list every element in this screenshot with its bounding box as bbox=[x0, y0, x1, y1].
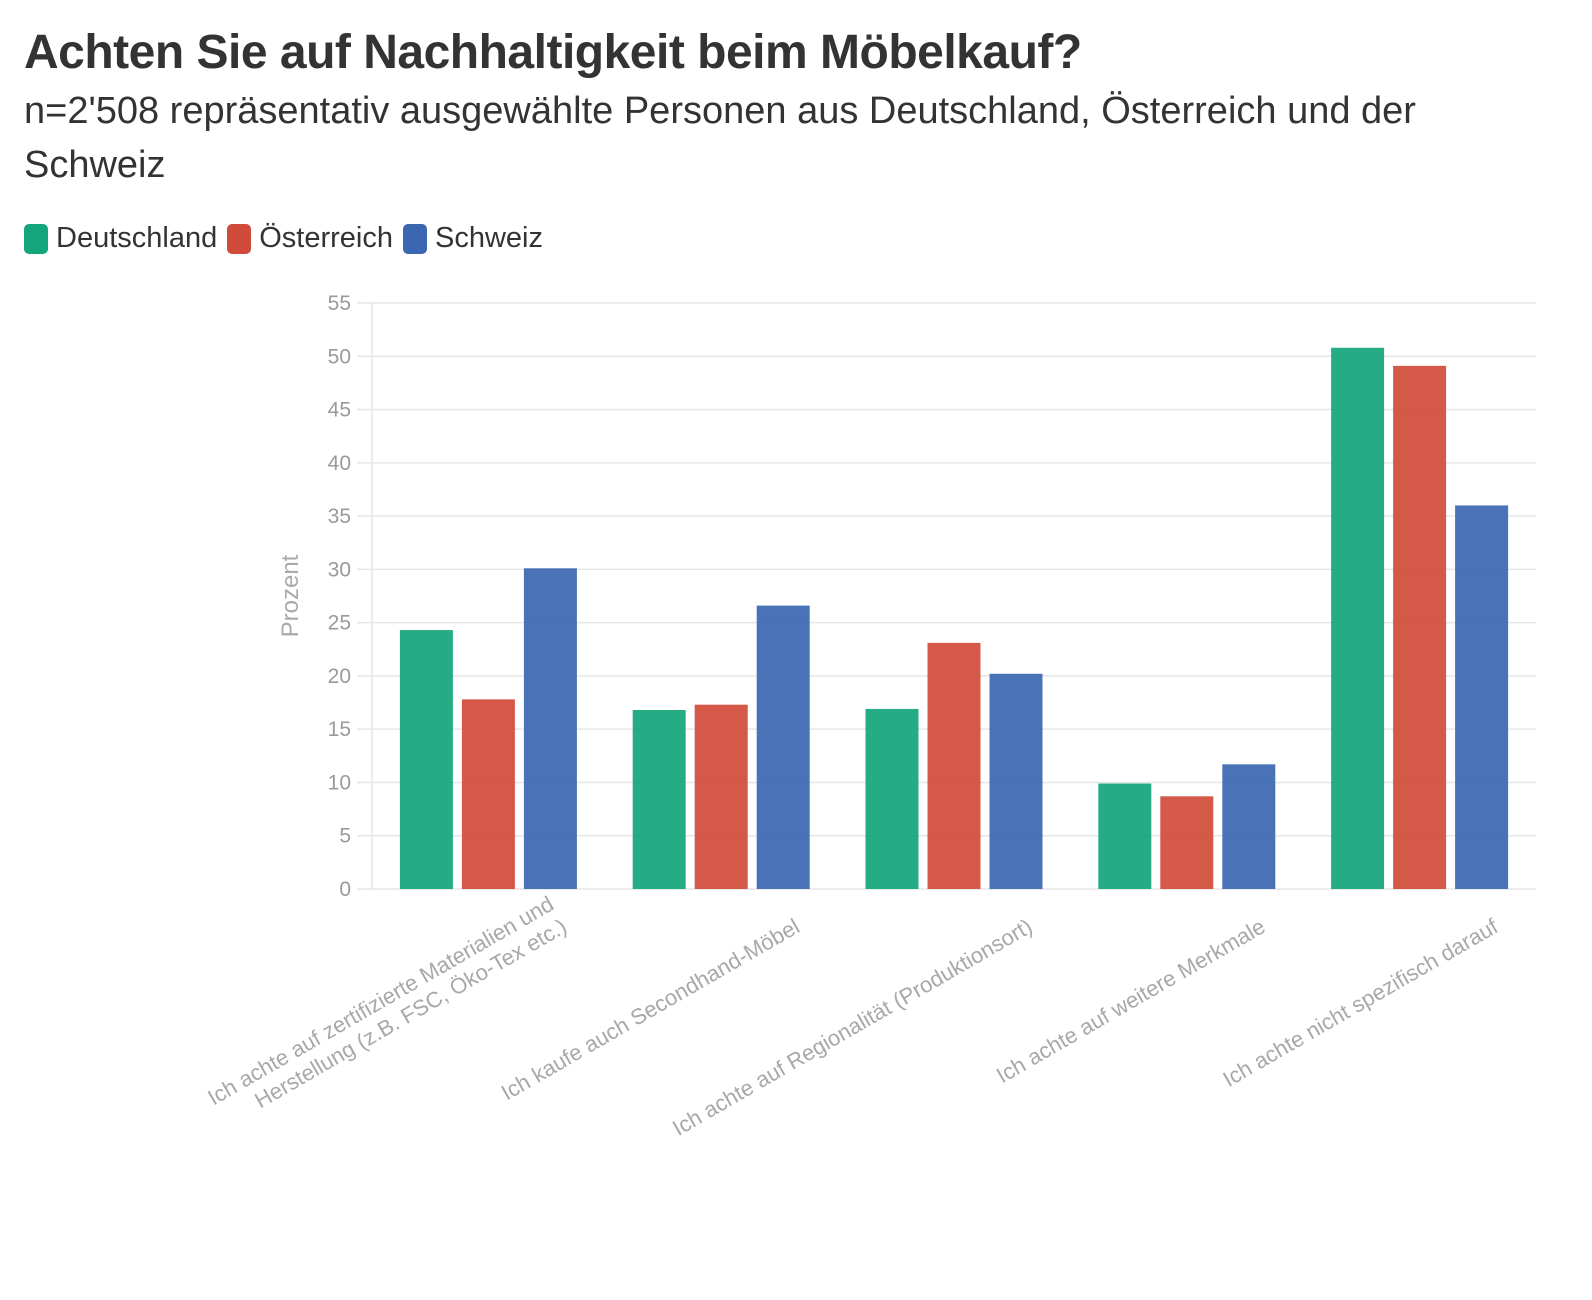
legend-swatch-deutschland bbox=[24, 223, 48, 254]
legend-item-deutschland[interactable]: Deutschland bbox=[24, 222, 217, 255]
bar-sterreich-1[interactable] bbox=[694, 704, 748, 889]
bar-schweiz-3[interactable] bbox=[1222, 764, 1276, 889]
legend-swatch-oesterreich bbox=[227, 223, 252, 254]
bars-layer bbox=[399, 347, 1509, 889]
x-tick-label-group-2: Ich achte auf Regionalität (Produktionso… bbox=[668, 914, 1036, 1141]
legend-label-oesterreich: Österreich bbox=[259, 222, 393, 254]
bar-sterreich-3[interactable] bbox=[1160, 796, 1214, 889]
x-tick-label-2-0: Ich achte auf Regionalität (Produktionso… bbox=[668, 914, 1036, 1141]
x-tick-label-3-0: Ich achte auf weitere Merkmale bbox=[992, 914, 1269, 1089]
y-tick-label-35: 35 bbox=[328, 505, 351, 528]
bar-schweiz-4[interactable] bbox=[1455, 505, 1509, 889]
bar-deutschland-4[interactable] bbox=[1331, 347, 1385, 889]
bar-schweiz-2[interactable] bbox=[989, 673, 1043, 889]
bar-deutschland-3[interactable] bbox=[1098, 783, 1152, 889]
y-tick-label-45: 45 bbox=[328, 399, 351, 422]
y-tick-label-0: 0 bbox=[339, 878, 351, 901]
y-tick-label-5: 5 bbox=[339, 825, 351, 848]
bar-deutschland-2[interactable] bbox=[865, 708, 919, 889]
y-tick-label-50: 50 bbox=[328, 345, 351, 368]
legend-item-schweiz[interactable]: Schweiz bbox=[402, 222, 543, 255]
labels-layer: 0 5 10 15 20 25 30 35 40 45 50 55 Ich achte auf zert… bbox=[203, 292, 1503, 1141]
legend: Deutschland Österreich Schweiz bbox=[24, 222, 553, 255]
y-tick-label-30: 30 bbox=[328, 558, 351, 581]
y-axis-title: Prozent bbox=[277, 554, 304, 637]
legend-label-deutschland: Deutschland bbox=[56, 222, 218, 254]
bar-sterreich-2[interactable] bbox=[927, 642, 981, 889]
y-tick-label-25: 25 bbox=[328, 612, 351, 635]
y-tick-label-55: 55 bbox=[328, 292, 351, 315]
y-tick-label-10: 10 bbox=[328, 771, 351, 794]
chart-title: Achten Sie auf Nachhaltigkeit beim Möbel… bbox=[24, 26, 1082, 79]
y-tick-label-40: 40 bbox=[328, 452, 351, 475]
bar-sterreich-0[interactable] bbox=[461, 699, 515, 889]
bar-schweiz-1[interactable] bbox=[756, 605, 810, 889]
legend-item-oesterreich[interactable]: Österreich bbox=[227, 222, 393, 255]
chart-subtitle: n=2'508 repräsentativ ausgewählte Person… bbox=[24, 90, 1416, 186]
bar-schweiz-0[interactable] bbox=[523, 568, 577, 889]
x-tick-label-group-3: Ich achte auf weitere Merkmale bbox=[992, 914, 1269, 1089]
bar-deutschland-0[interactable] bbox=[399, 630, 453, 889]
bar-sterreich-4[interactable] bbox=[1393, 365, 1447, 889]
y-tick-label-20: 20 bbox=[328, 665, 351, 688]
legend-swatch-schweiz bbox=[402, 223, 427, 254]
legend-label-schweiz: Schweiz bbox=[434, 222, 543, 254]
x-tick-label-0-0: Ich achte auf zertifizierte Materialien … bbox=[203, 891, 558, 1110]
y-tick-label-15: 15 bbox=[328, 718, 351, 741]
bar-deutschland-1[interactable] bbox=[632, 710, 686, 889]
